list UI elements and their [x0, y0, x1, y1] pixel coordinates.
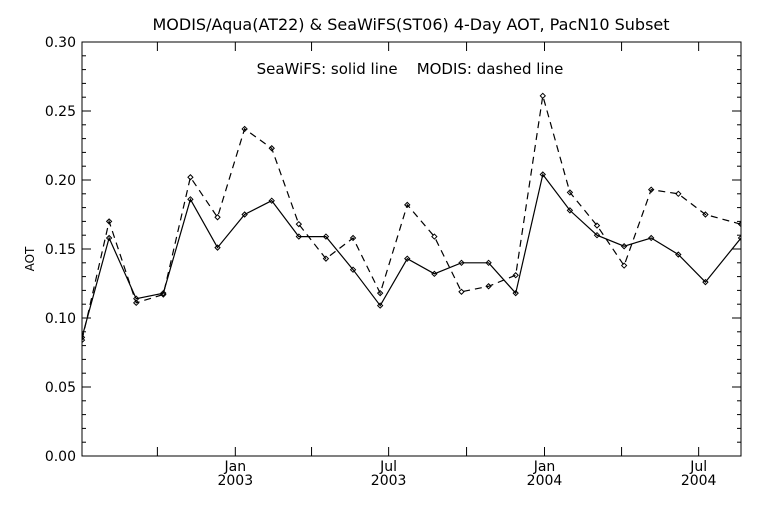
data-point-modis [82, 336, 86, 344]
data-point-modis [187, 174, 194, 181]
x-tick-month-label: Jan [533, 459, 556, 475]
data-point-modis [485, 283, 492, 290]
data-point-seawifs [404, 255, 411, 262]
data-point-modis [295, 220, 303, 228]
data-point-modis [512, 272, 519, 279]
data-point-seawifs [431, 270, 438, 278]
data-point-modis [376, 289, 384, 297]
chart-title: MODIS/Aqua(AT22) & SeaWiFS(ST06) 4-Day A… [152, 15, 669, 34]
x-tick-year-label: 2003 [371, 473, 407, 489]
y-tick-label: 0.00 [45, 449, 76, 465]
data-point-seawifs [737, 234, 741, 242]
data-point-seawifs [458, 259, 465, 267]
data-point-seawifs [593, 231, 601, 239]
data-point-seawifs [82, 334, 86, 341]
series-layer [82, 92, 741, 344]
data-point-seawifs [702, 278, 709, 286]
data-point-modis [539, 92, 546, 100]
x-tick-year-label: 2004 [527, 473, 563, 489]
data-point-seawifs [566, 207, 574, 214]
series-line-seawifs [82, 173, 741, 338]
data-point-seawifs [349, 266, 357, 273]
data-point-modis [675, 190, 682, 198]
series-seawifs [82, 171, 741, 341]
data-point-modis [349, 234, 357, 242]
data-point-seawifs [376, 302, 384, 309]
data-point-seawifs [485, 259, 492, 267]
x-tick-year-label: 2003 [217, 473, 253, 489]
y-tick-label: 0.15 [45, 242, 76, 258]
data-point-modis [322, 255, 330, 262]
data-point-modis [593, 222, 601, 229]
series-line-modis [82, 95, 741, 341]
data-point-seawifs [648, 234, 655, 242]
y-tick-label: 0.20 [45, 173, 76, 189]
x-tick-month-label: Jul [689, 459, 707, 475]
x-tick-year-label: 2004 [681, 473, 717, 489]
data-point-modis [431, 233, 438, 240]
data-point-modis [620, 262, 628, 269]
data-point-modis [404, 201, 411, 209]
data-point-modis [214, 214, 221, 221]
data-point-modis [133, 299, 140, 307]
data-point-seawifs [675, 251, 682, 258]
data-point-seawifs [160, 289, 167, 297]
data-point-seawifs [241, 211, 248, 218]
plot-axes [81, 41, 742, 457]
data-point-modis [458, 288, 465, 295]
legend-annotation: SeaWiFS: solid line MODIS: dashed line [257, 60, 564, 78]
data-point-modis [105, 218, 113, 225]
data-point-seawifs [105, 234, 113, 242]
y-tick-label: 0.10 [45, 311, 76, 327]
y-axis-label: AOT [23, 246, 37, 271]
data-point-seawifs [539, 171, 546, 178]
series-modis [82, 92, 741, 344]
data-point-seawifs [268, 197, 275, 204]
data-point-seawifs [512, 289, 519, 297]
data-point-modis [702, 211, 709, 218]
x-tick-month-label: Jan [224, 459, 247, 475]
plot-frame [81, 41, 742, 457]
data-point-seawifs [620, 243, 628, 250]
data-point-modis [241, 125, 248, 133]
data-point-modis [737, 220, 741, 228]
data-point-seawifs [322, 233, 330, 240]
data-point-modis [160, 291, 167, 298]
y-tick-label: 0.05 [45, 380, 76, 396]
data-point-seawifs [214, 244, 221, 251]
data-point-modis [648, 186, 655, 193]
y-axis-ticks: 0.00 0.05 0.10 0.15 0.20 0.25 0.30 [45, 35, 741, 465]
data-point-seawifs [295, 233, 303, 240]
data-point-modis [268, 145, 275, 152]
y-tick-label: 0.30 [45, 35, 76, 51]
data-point-seawifs [187, 196, 194, 203]
x-tick-month-label: Jul [379, 459, 397, 475]
y-tick-label: 0.25 [45, 104, 76, 120]
data-point-modis [566, 189, 574, 196]
